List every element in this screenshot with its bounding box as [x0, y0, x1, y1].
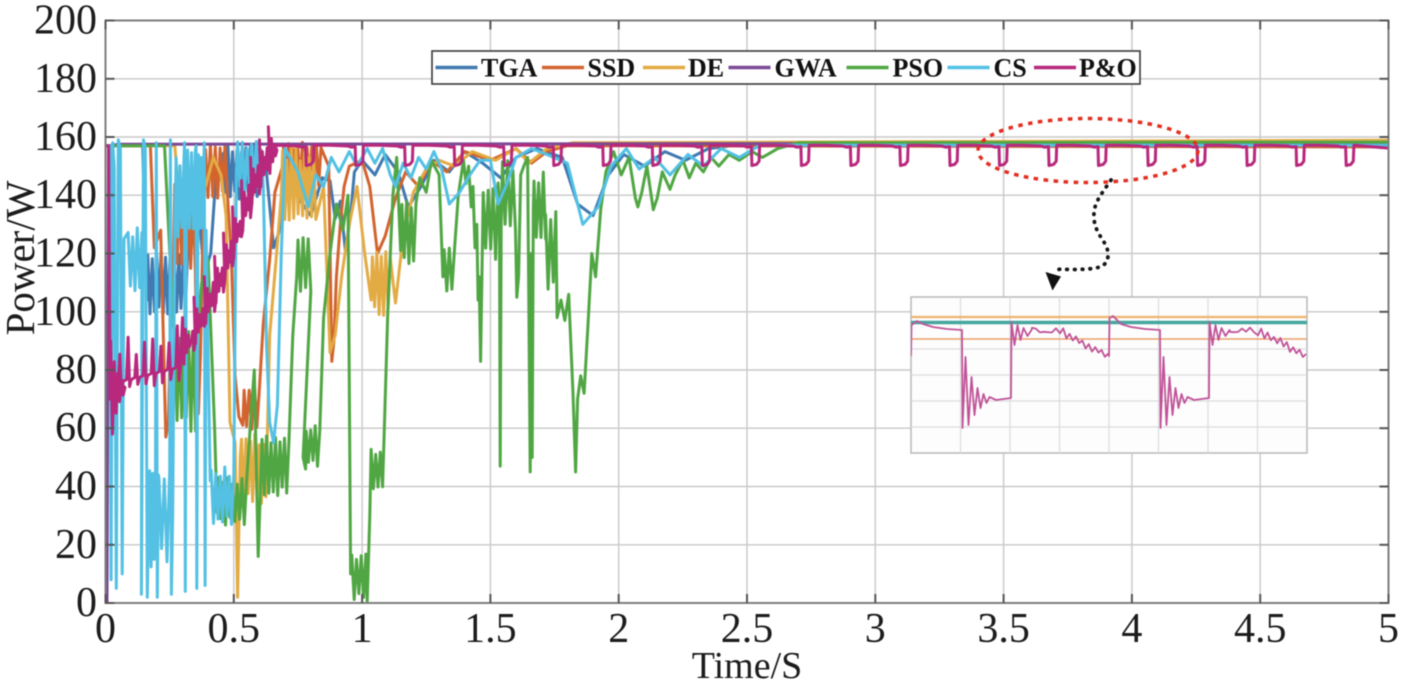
- svg-text:1: 1: [352, 606, 373, 652]
- svg-text:0.5: 0.5: [208, 606, 261, 652]
- svg-text:2.5: 2.5: [721, 606, 774, 652]
- svg-text:3: 3: [865, 606, 886, 652]
- svg-text:Power/W: Power/W: [0, 180, 43, 335]
- svg-text:CS: CS: [994, 54, 1027, 83]
- svg-text:100: 100: [34, 289, 97, 335]
- svg-text:140: 140: [34, 172, 97, 218]
- svg-text:GWA: GWA: [775, 54, 837, 83]
- svg-text:0: 0: [76, 580, 97, 626]
- svg-text:60: 60: [55, 405, 97, 451]
- svg-text:Time/S: Time/S: [692, 645, 803, 687]
- svg-text:DE: DE: [688, 54, 724, 83]
- svg-text:3.5: 3.5: [977, 606, 1030, 652]
- svg-text:P&O: P&O: [1079, 54, 1137, 83]
- svg-text:200: 200: [34, 0, 97, 44]
- svg-text:80: 80: [55, 347, 97, 393]
- svg-text:4: 4: [1121, 606, 1142, 652]
- svg-text:1.5: 1.5: [464, 606, 517, 652]
- svg-text:SSD: SSD: [588, 54, 636, 83]
- svg-text:40: 40: [55, 464, 97, 510]
- svg-text:4.5: 4.5: [1234, 606, 1287, 652]
- svg-text:5: 5: [1378, 606, 1399, 652]
- svg-text:TGA: TGA: [481, 54, 538, 83]
- svg-text:PSO: PSO: [893, 54, 944, 83]
- svg-text:0: 0: [95, 606, 116, 652]
- svg-text:2: 2: [608, 606, 629, 652]
- svg-text:160: 160: [34, 114, 97, 160]
- svg-text:20: 20: [55, 522, 97, 568]
- svg-text:120: 120: [34, 231, 97, 277]
- svg-text:180: 180: [34, 56, 97, 102]
